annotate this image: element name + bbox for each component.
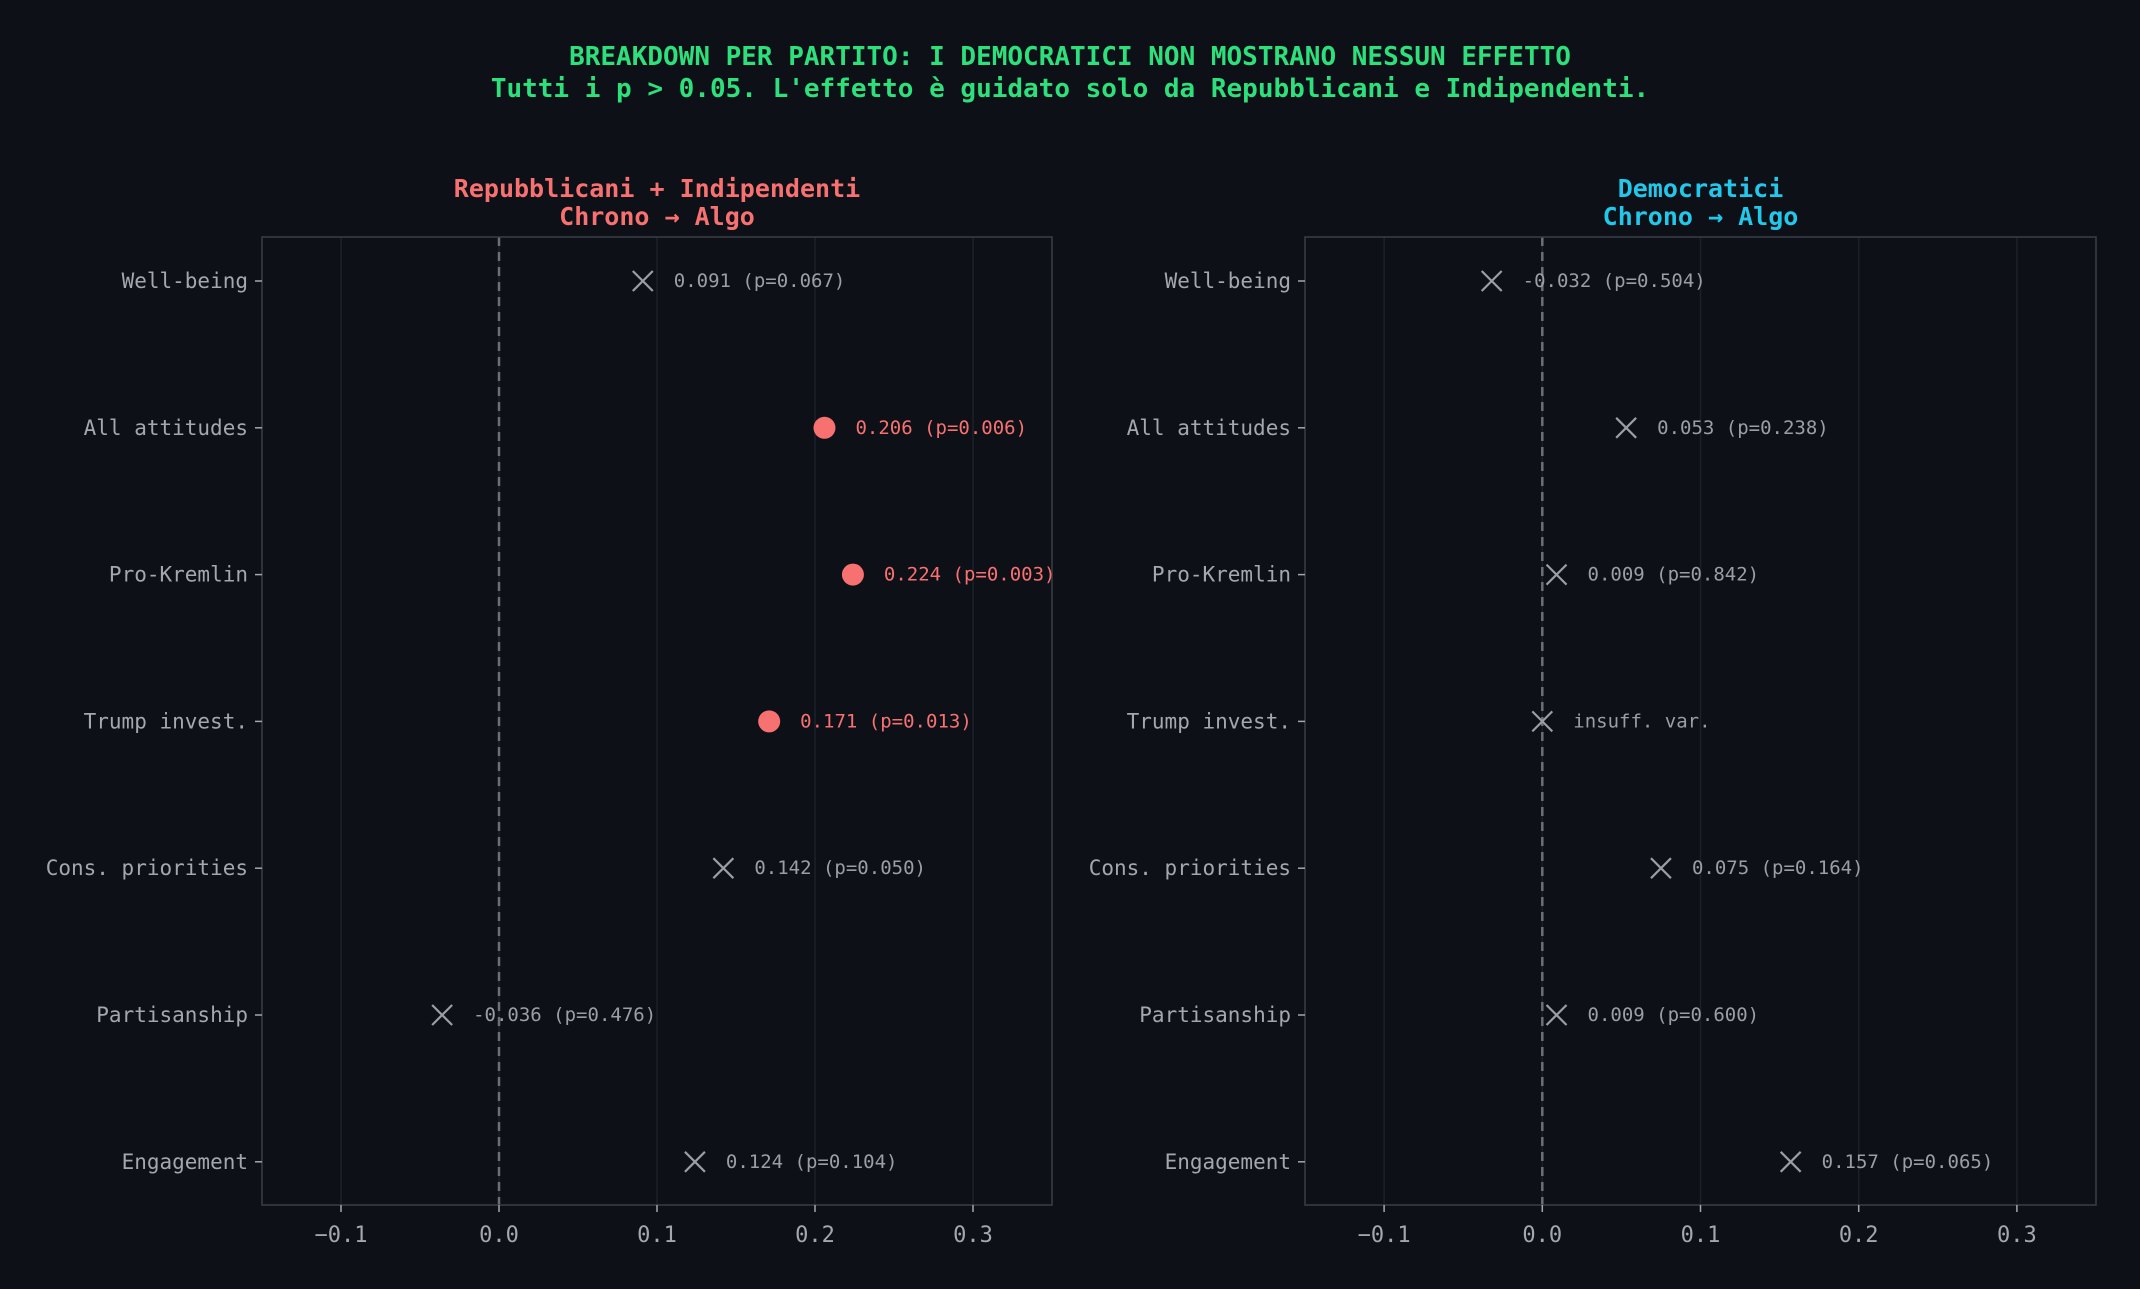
y-tick-label: Cons. priorities [46, 856, 248, 880]
nonsignificant-marker [431, 1004, 453, 1026]
y-tick-label: Pro-Kremlin [1152, 563, 1291, 587]
value-label: 0.009 (p=0.842) [1588, 564, 1760, 586]
y-tick-label: Trump invest. [84, 709, 248, 733]
x-tick-label: 0.1 [1681, 1223, 1721, 1248]
y-tick-label: Partisanship [96, 1003, 248, 1027]
marker-stroke [1545, 1004, 1568, 1026]
y-tick-label: Well-being [122, 269, 248, 293]
y-tick-label: All attitudes [1127, 416, 1291, 440]
x-tick-label: 0.2 [1839, 1223, 1879, 1248]
y-tick-label: Engagement [122, 1150, 248, 1174]
y-tick-label: Trump invest. [1127, 709, 1291, 733]
nonsignificant-marker [1650, 857, 1672, 879]
value-label: 0.142 (p=0.050) [754, 857, 926, 879]
y-tick-label: Engagement [1165, 1150, 1291, 1174]
significant-point [841, 563, 864, 586]
x-tick-label: 0.3 [953, 1223, 993, 1248]
figure-title: BREAKDOWN PER PARTITO: I DEMOCRATICI NON… [569, 42, 1571, 72]
nonsignificant-marker [1545, 563, 1568, 586]
x-tick-label: 0.3 [1997, 1223, 2037, 1248]
x-tick-label: −0.1 [1358, 1223, 1411, 1248]
nonsignificant-marker [1480, 270, 1503, 292]
value-label: 0.009 (p=0.600) [1588, 1004, 1760, 1026]
value-label: insuff. var. [1573, 710, 1710, 732]
marker-stroke [1531, 710, 1554, 733]
significant-point [758, 710, 781, 733]
value-label: 0.171 (p=0.013) [800, 710, 972, 732]
value-label: 0.053 (p=0.238) [1657, 417, 1829, 439]
x-tick-label: 0.1 [637, 1223, 677, 1248]
value-label: 0.124 (p=0.104) [726, 1151, 898, 1173]
marker-stroke [1615, 417, 1637, 439]
x-tick-label: −0.1 [315, 1223, 368, 1248]
marker-stroke [1480, 270, 1503, 292]
y-tick-label: Partisanship [1139, 1003, 1291, 1027]
marker-stroke [431, 1004, 453, 1026]
panel-title-line1: Democratici [1618, 174, 1784, 203]
figure-subtitle: Tutti i p > 0.05. L'effetto è guidato so… [491, 74, 1649, 104]
panel-title-line2: Chrono → Algo [559, 202, 755, 231]
x-tick-label: 0.2 [795, 1223, 835, 1248]
panel-title-line2: Chrono → Algo [1603, 202, 1799, 231]
value-label: 0.224 (p=0.003) [884, 564, 1056, 586]
marker-stroke [1545, 563, 1568, 586]
x-tick-label: 0.0 [1522, 1223, 1562, 1248]
marker-stroke [684, 1151, 706, 1173]
panel-title-line1: Repubblicani + Indipendenti [454, 174, 860, 203]
nonsignificant-marker [712, 857, 735, 879]
value-label: -0.032 (p=0.504) [1523, 270, 1706, 292]
value-label: 0.091 (p=0.067) [674, 270, 846, 292]
y-tick-label: All attitudes [84, 416, 248, 440]
y-tick-label: Cons. priorities [1089, 856, 1291, 880]
value-label: 0.157 (p=0.065) [1822, 1151, 1994, 1173]
marker-stroke [1650, 857, 1672, 879]
nonsignificant-marker [1779, 1151, 1802, 1173]
nonsignificant-marker [632, 270, 654, 292]
marker-stroke [632, 270, 654, 292]
value-label: -0.036 (p=0.476) [473, 1004, 656, 1026]
y-tick-label: Well-being [1165, 269, 1291, 293]
value-label: 0.075 (p=0.164) [1692, 857, 1864, 879]
nonsignificant-marker [1615, 417, 1637, 439]
nonsignificant-marker [1545, 1004, 1568, 1026]
value-label: 0.206 (p=0.006) [855, 417, 1027, 439]
nonsignificant-marker [684, 1151, 706, 1173]
y-tick-label: Pro-Kremlin [109, 563, 248, 587]
x-tick-label: 0.0 [479, 1223, 519, 1248]
nonsignificant-marker [1531, 710, 1554, 733]
significant-point [813, 416, 836, 439]
marker-stroke [712, 857, 735, 879]
marker-stroke [1779, 1151, 1802, 1173]
